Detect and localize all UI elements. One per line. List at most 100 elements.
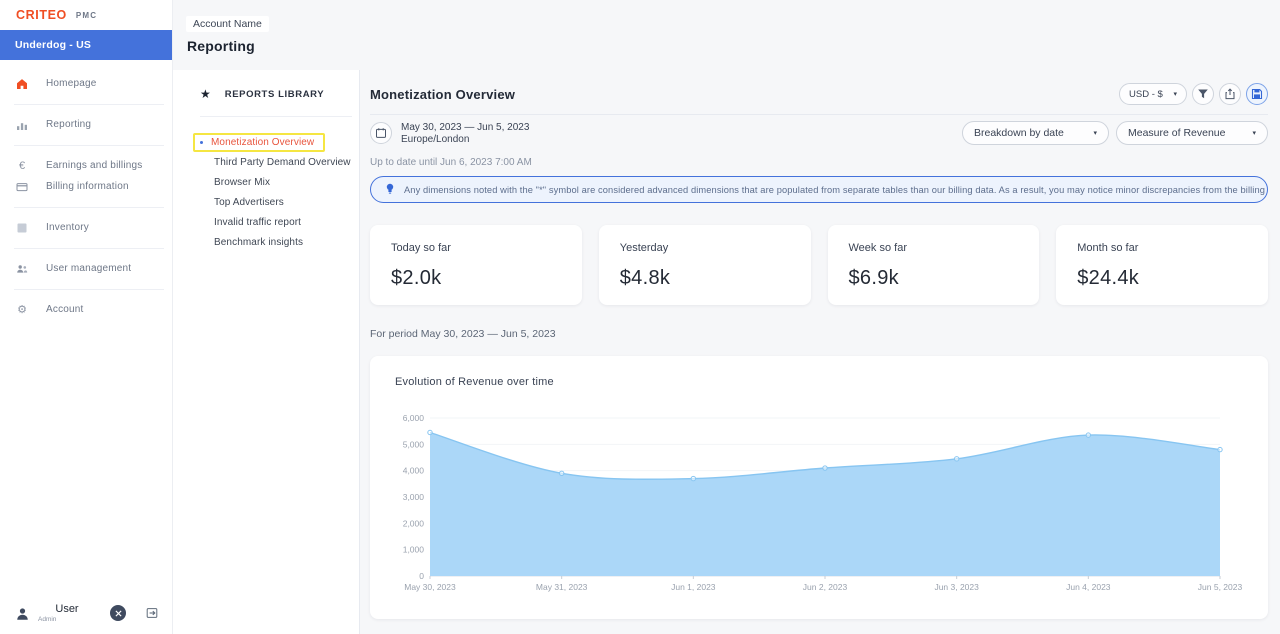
- logo: CRITEO PMC: [0, 0, 172, 30]
- sidebar-item-label: Reporting: [46, 119, 92, 130]
- chevron-down-icon: ▾: [1173, 91, 1177, 98]
- bullet-dot-icon: [200, 140, 203, 144]
- page-title: Reporting: [187, 38, 255, 54]
- metric-value: $2.0k: [391, 267, 442, 289]
- report-item-invalid-traffic-report[interactable]: Invalid traffic report: [214, 216, 302, 228]
- selection-highlight: Monetization Overview: [193, 132, 326, 152]
- metric-value: $6.9k: [848, 267, 899, 289]
- metric-label: Month so far: [1077, 242, 1139, 254]
- sidebar: CRITEO PMC Underdog - US Homepage Report…: [0, 0, 173, 634]
- breadcrumb-account-name: Account Name: [186, 16, 269, 32]
- report-item-top-advertisers[interactable]: Top Advertisers: [214, 196, 284, 208]
- report-item-third-party-demand-overview[interactable]: Third Party Demand Overview: [214, 156, 351, 168]
- svg-text:0: 0: [419, 571, 424, 581]
- svg-text:Jun 4, 2023: Jun 4, 2023: [1066, 582, 1111, 592]
- sidebar-item-label: Earnings and billings: [46, 160, 143, 171]
- sidebar-item-homepage[interactable]: Homepage: [0, 73, 172, 94]
- revenue-chart-card: Evolution of Revenue over time 0 1,000 2,0…: [370, 356, 1268, 619]
- timezone: Europe/London: [401, 133, 470, 145]
- divider: [370, 114, 1268, 115]
- account-selector-label: Underdog - US: [15, 39, 92, 51]
- metric-label: Yesterday: [619, 242, 669, 254]
- period-label: For period May 30, 2023 — Jun 5, 2023: [370, 328, 556, 340]
- currency-select-value: USD - $: [1129, 88, 1163, 100]
- metric-card-month-so-far: Month so far $24.4k: [1056, 225, 1268, 305]
- metric-value: $4.8k: [619, 267, 671, 289]
- sidebar-item-label: Inventory: [46, 222, 89, 233]
- inventory-icon: [16, 222, 28, 234]
- divider: [14, 103, 164, 105]
- save-icon: [1251, 88, 1263, 100]
- avatar[interactable]: [14, 605, 30, 621]
- gear-icon: ⚙: [17, 304, 27, 316]
- user-panel: User Admin: [0, 598, 172, 634]
- svg-text:4,000: 4,000: [403, 466, 425, 476]
- sidebar-item-inventory[interactable]: Inventory: [0, 217, 172, 238]
- report-header: Monetization Overview USD - $ ▾: [370, 83, 1268, 105]
- filter-button[interactable]: [1192, 83, 1214, 105]
- freshness-note: Up to date until Jun 6, 2023 7:00 AM: [370, 157, 532, 168]
- euro-icon: €: [18, 159, 26, 172]
- users-icon: [16, 263, 28, 275]
- svg-text:Jun 2, 2023: Jun 2, 2023: [803, 582, 848, 592]
- account-selector[interactable]: Underdog - US: [0, 30, 172, 60]
- measure-select[interactable]: Measure of Revenue ▾: [1116, 121, 1268, 145]
- report-list: Monetization Overview Third Party Demand…: [193, 132, 359, 252]
- metric-card-week-so-far: Week so far $6.9k: [827, 225, 1040, 305]
- user-info: User Admin: [38, 603, 96, 623]
- divider: [14, 288, 164, 290]
- sidebar-item-earnings-and-billings[interactable]: € Earnings and billings: [0, 155, 172, 176]
- sidebar-item-reporting[interactable]: Reporting: [0, 114, 172, 135]
- right-region: Account Name Reporting ★ REPORTS LIBRARY…: [173, 0, 1280, 634]
- user-role: Admin: [38, 616, 57, 623]
- svg-text:1,000: 1,000: [403, 545, 425, 555]
- info-banner: Any dimensions noted with the "*" symbol…: [370, 176, 1268, 203]
- sidebar-item-user-management[interactable]: User management: [0, 258, 172, 279]
- sidebar-item-account[interactable]: ⚙ Account: [0, 299, 172, 320]
- lightbulb-icon: [385, 183, 395, 196]
- calendar-icon: [376, 128, 386, 138]
- user-name: User: [38, 603, 96, 615]
- report-item-monetization-overview[interactable]: Monetization Overview: [193, 132, 359, 152]
- currency-select[interactable]: USD - $ ▾: [1119, 83, 1187, 105]
- report-item-benchmark-insights[interactable]: Benchmark insights: [214, 236, 304, 248]
- report-controls: USD - $ ▾: [1119, 83, 1268, 105]
- export-icon: [1225, 88, 1235, 100]
- sidebar-item-billing-information[interactable]: Billing information: [0, 176, 172, 197]
- report-item-browser-mix[interactable]: Browser Mix: [214, 176, 271, 188]
- svg-text:3,000: 3,000: [403, 492, 425, 502]
- svg-text:May 31, 2023: May 31, 2023: [536, 582, 588, 592]
- sidebar-item-label: User management: [46, 263, 132, 274]
- metric-card-today-so-far: Today so far $2.0k: [370, 225, 582, 305]
- metric-label: Today so far: [391, 242, 451, 254]
- svg-text:5,000: 5,000: [403, 439, 425, 449]
- revenue-chart: 0 1,000 2,000 3,000 4,000 5,000 6,000 May 30, 2…: [403, 413, 1243, 592]
- chart-title: Evolution of Revenue over time: [395, 376, 554, 388]
- home-icon: [16, 78, 28, 90]
- date-picker-button[interactable]: [370, 122, 392, 144]
- divider: [14, 206, 164, 208]
- content-row: ★ REPORTS LIBRARY Monetization Overview …: [173, 70, 1280, 634]
- divider: [14, 144, 164, 146]
- library-header: ★ REPORTS LIBRARY: [200, 86, 359, 102]
- logout-icon: [146, 608, 158, 618]
- chevron-down-icon: ▾: [1093, 130, 1097, 137]
- svg-text:May 30, 2023: May 30, 2023: [404, 582, 456, 592]
- breakdown-select-value: Breakdown by date: [974, 127, 1064, 139]
- report-title: Monetization Overview: [370, 86, 516, 102]
- person-icon: [16, 607, 28, 620]
- sidebar-item-label: Homepage: [46, 78, 97, 89]
- sidebar-item-label: Billing information: [46, 181, 129, 192]
- reports-library-panel: ★ REPORTS LIBRARY Monetization Overview …: [173, 70, 360, 634]
- bar-chart-icon: [16, 119, 28, 131]
- credit-card-icon: [16, 181, 28, 193]
- date-range: May 30, 2023 — Jun 5, 2023: [401, 121, 530, 133]
- logout-button[interactable]: [146, 607, 158, 619]
- close-button[interactable]: [110, 605, 126, 621]
- breakdown-select[interactable]: Breakdown by date ▾: [962, 121, 1109, 145]
- save-button[interactable]: [1246, 83, 1268, 105]
- library-title: REPORTS LIBRARY: [224, 88, 325, 100]
- export-button[interactable]: [1219, 83, 1241, 105]
- sidebar-nav: Homepage Reporting € Earnings and billin…: [0, 60, 172, 320]
